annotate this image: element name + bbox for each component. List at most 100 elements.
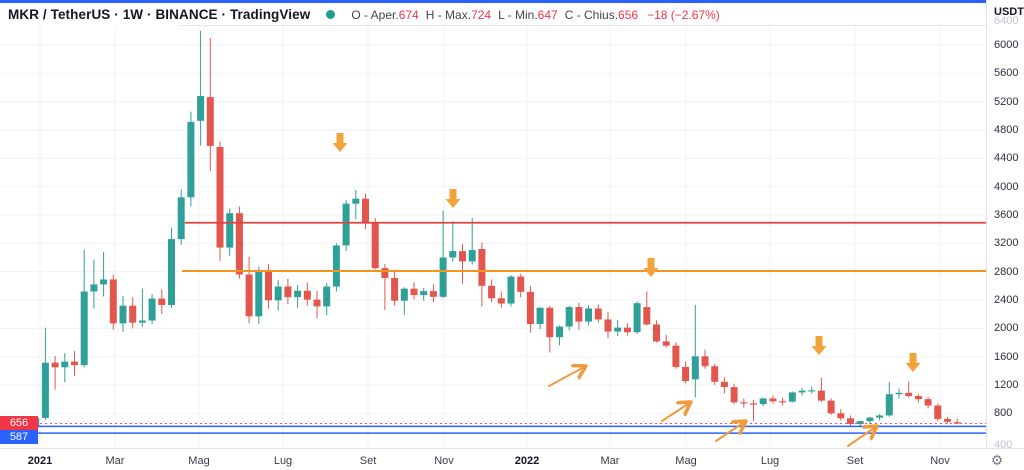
candle-body[interactable] (662, 341, 670, 346)
candle-body[interactable] (759, 398, 767, 405)
candle-body[interactable] (294, 290, 302, 298)
candle-body[interactable] (682, 366, 690, 382)
candle-body[interactable] (623, 327, 631, 333)
candle-body[interactable] (371, 222, 379, 269)
candle-body[interactable] (633, 303, 641, 333)
candle-body[interactable] (245, 274, 253, 317)
trend-arrow-annotation[interactable] (661, 402, 691, 422)
candle-body[interactable] (517, 276, 525, 292)
candle-body[interactable] (779, 401, 787, 403)
candle-body[interactable] (556, 326, 563, 338)
candle-body[interactable] (158, 298, 166, 305)
candle-body[interactable] (769, 398, 777, 402)
candle-body[interactable] (720, 381, 728, 388)
candle-body[interactable] (61, 361, 69, 368)
candle-body[interactable] (546, 307, 554, 338)
candle-body[interactable] (71, 361, 78, 366)
candle-body[interactable] (788, 392, 796, 402)
candle-body[interactable] (798, 390, 806, 393)
candle-body[interactable] (856, 421, 864, 424)
trend-arrow-annotation[interactable] (715, 421, 746, 442)
candle-body[interactable] (488, 285, 496, 299)
candle-body[interactable] (109, 279, 117, 324)
candle-body[interactable] (924, 399, 932, 406)
candle-body[interactable] (235, 213, 243, 275)
candle-body[interactable] (691, 356, 699, 380)
candle-body[interactable] (332, 245, 340, 287)
last-price-badge[interactable]: 656 (0, 416, 38, 430)
candle-body[interactable] (565, 307, 573, 327)
candle-body[interactable] (400, 288, 408, 301)
candle-body[interactable] (177, 197, 185, 240)
candle-body[interactable] (604, 319, 612, 332)
candle-body[interactable] (866, 417, 874, 422)
candle-body[interactable] (80, 291, 88, 366)
candle-body[interactable] (740, 402, 748, 404)
candle-body[interactable] (895, 392, 903, 395)
candle-body[interactable] (914, 395, 922, 400)
time-axis[interactable]: 2021 Mar Mag Lug Set Nov 2022 Mar Mag Lug Set Nov (0, 448, 1024, 470)
candle-body[interactable] (187, 121, 195, 198)
candle-body[interactable] (536, 307, 544, 325)
candle-body[interactable] (303, 290, 311, 300)
candle-body[interactable] (342, 203, 350, 246)
candle-body[interactable] (90, 284, 98, 292)
candle-body[interactable] (265, 269, 272, 301)
candle-body[interactable] (51, 362, 59, 368)
candle-body[interactable] (653, 324, 660, 342)
candle-body[interactable] (847, 418, 854, 424)
candle-body[interactable] (255, 269, 263, 317)
candle-body[interactable] (497, 298, 505, 304)
symbol-title[interactable]: MKR / TetherUS · 1W · BINANCE · TradingV… (8, 7, 311, 22)
candle-body[interactable] (827, 400, 835, 414)
candlestick-series[interactable] (22, 30, 961, 433)
candle-body[interactable] (459, 251, 466, 262)
candle-body[interactable] (148, 298, 156, 321)
down-arrow-annotation[interactable] (811, 336, 827, 355)
candle-body[interactable] (478, 248, 486, 286)
candle-body[interactable] (885, 394, 893, 416)
down-arrow-annotation[interactable] (905, 353, 921, 372)
candle-body[interactable] (449, 251, 457, 258)
candle-body[interactable] (808, 390, 816, 392)
candle-body[interactable] (323, 286, 331, 307)
candle-body[interactable] (41, 362, 49, 418)
candle-body[interactable] (905, 392, 913, 396)
candle-body[interactable] (410, 288, 418, 296)
candle-body[interactable] (507, 276, 515, 304)
candle-body[interactable] (391, 278, 399, 301)
candle-body[interactable] (594, 308, 602, 320)
candle-body[interactable] (468, 250, 476, 262)
candle-body[interactable] (575, 307, 583, 322)
down-arrow-annotation[interactable] (445, 189, 461, 208)
candle-body[interactable] (429, 291, 437, 297)
candle-body[interactable] (168, 239, 175, 305)
candle-body[interactable] (672, 345, 680, 367)
candle-body[interactable] (274, 286, 282, 301)
candle-body[interactable] (226, 213, 234, 248)
candle-body[interactable] (876, 415, 884, 418)
candle-body[interactable] (313, 299, 321, 307)
support-price-badge[interactable]: 587 (0, 430, 38, 444)
candle-body[interactable] (206, 97, 214, 146)
candle-body[interactable] (100, 279, 108, 285)
down-arrow-annotation[interactable] (643, 258, 659, 277)
candle-body[interactable] (216, 146, 224, 248)
candle-body[interactable] (711, 366, 719, 382)
down-arrow-annotation[interactable] (332, 133, 348, 152)
candle-body[interactable] (585, 308, 593, 322)
candle-body[interactable] (362, 198, 369, 223)
trend-arrow-annotation[interactable] (548, 366, 586, 387)
candle-body[interactable] (439, 257, 447, 297)
candle-body[interactable] (953, 422, 961, 424)
candle-body[interactable] (284, 286, 292, 298)
settings-gear-icon[interactable]: ⚙ (990, 451, 1004, 468)
price-axis[interactable]: USDT 6400 400 6000 5600 5200 4800 4400 4000 36… (986, 0, 1024, 451)
candle-body[interactable] (138, 320, 146, 323)
candle-body[interactable] (526, 291, 534, 325)
candle-body[interactable] (119, 305, 127, 324)
candle-body[interactable] (817, 390, 825, 401)
candle-body[interactable] (837, 413, 845, 419)
candle-body[interactable] (730, 387, 738, 403)
